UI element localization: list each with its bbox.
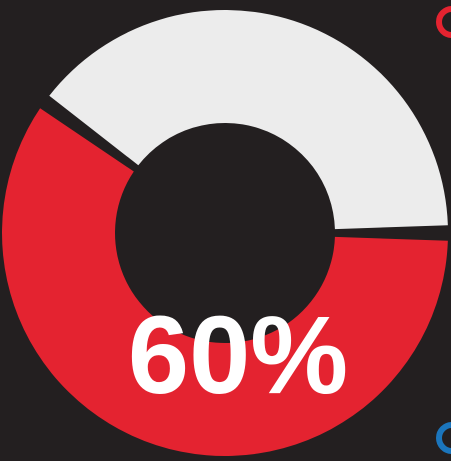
donut-slices bbox=[2, 9, 448, 456]
blue-ring-decoration bbox=[436, 422, 451, 454]
donut-slice-highlight bbox=[2, 108, 448, 456]
percentage-label: 60% bbox=[128, 294, 348, 417]
donut-slice-remainder bbox=[49, 9, 448, 230]
red-ring-decoration bbox=[436, 6, 451, 38]
